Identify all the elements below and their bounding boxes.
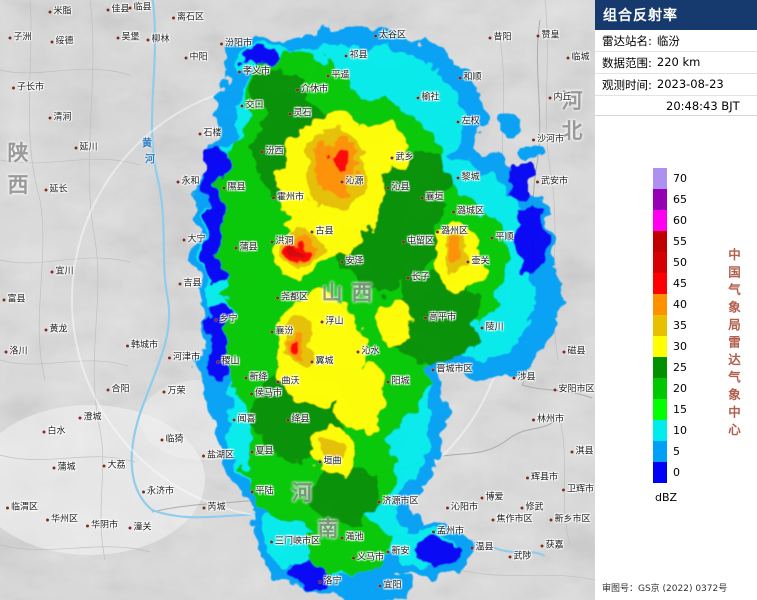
- info-row: 数据范围: 220 km: [595, 52, 757, 74]
- legend-value: 35: [673, 319, 687, 332]
- legend-value: 15: [673, 403, 687, 416]
- map-approval-number: 审图号：GS京 (2022) 0372号: [602, 584, 728, 594]
- agency-watermark: 中国气象局雷达气象中心: [726, 248, 741, 441]
- map-canvas: [0, 0, 595, 600]
- legend-entry: 70: [653, 168, 687, 189]
- legend-blocks: 70 65 60 55 50 45 40 35 30 25 20 15 10 5 0: [653, 168, 687, 483]
- legend-swatch: [653, 378, 667, 399]
- legend-entry: 35: [653, 315, 687, 336]
- info-row: 20:48:43 BJT: [666, 99, 740, 113]
- product-title: 组合反射率: [595, 0, 757, 30]
- legend-entry: 55: [653, 231, 687, 252]
- legend-swatch: [653, 252, 667, 273]
- legend-swatch: [653, 231, 667, 252]
- legend-entry: 30: [653, 336, 687, 357]
- legend-swatch: [653, 168, 667, 189]
- legend-swatch: [653, 462, 667, 483]
- legend-value: 45: [673, 277, 687, 290]
- legend-value: 0: [673, 466, 680, 479]
- legend-value: 25: [673, 361, 687, 374]
- legend-value: 55: [673, 235, 687, 248]
- info-row: 雷达站名: 临汾: [595, 30, 757, 52]
- legend-swatch: [653, 189, 667, 210]
- legend-unit: dBZ: [655, 491, 678, 504]
- legend-entry: 0: [653, 462, 687, 483]
- legend-entry: 40: [653, 294, 687, 315]
- legend-value: 50: [673, 256, 687, 269]
- radar-info: 雷达站名: 临汾 数据范围: 220 km 观测时间: 2023-08-23 20:48:4…: [595, 30, 757, 116]
- legend-swatch: [653, 357, 667, 378]
- legend-entry: 20: [653, 378, 687, 399]
- radar-map: 山西陕西河北河南黄河 米脂 佳县 吴堡 绥德 子洲 子长市 清涧 延川 延长 宜川 黄龙 洛川 富县 白水…: [0, 0, 595, 600]
- legend-swatch: [653, 399, 667, 420]
- legend-entry: 65: [653, 189, 687, 210]
- legend-swatch: [653, 336, 667, 357]
- legend-value: 30: [673, 340, 687, 353]
- legend-value: 20: [673, 382, 687, 395]
- legend-value: 40: [673, 298, 687, 311]
- legend-swatch: [653, 420, 667, 441]
- legend-entry: 10: [653, 420, 687, 441]
- legend-value: 65: [673, 193, 687, 206]
- legend-swatch: [653, 441, 667, 462]
- legend-value: 10: [673, 424, 687, 437]
- reflectivity-legend: 70 65 60 55 50 45 40 35 30 25 20 15 10 5 0 dBZ: [653, 168, 687, 504]
- legend-swatch: [653, 210, 667, 231]
- radar-echo: [195, 30, 560, 600]
- legend-swatch: [653, 273, 667, 294]
- legend-entry: 25: [653, 357, 687, 378]
- legend-swatch: [653, 294, 667, 315]
- legend-swatch: [653, 315, 667, 336]
- legend-entry: 15: [653, 399, 687, 420]
- legend-entry: 50: [653, 252, 687, 273]
- legend-entry: 60: [653, 210, 687, 231]
- info-row: 观测时间: 2023-08-23: [595, 74, 757, 96]
- legend-entry: 5: [653, 441, 687, 462]
- legend-value: 5: [673, 445, 680, 458]
- legend-entry: 45: [653, 273, 687, 294]
- legend-value: 70: [673, 172, 687, 185]
- info-panel: 组合反射率 雷达站名: 临汾 数据范围: 220 km 观测时间: 2023-08-23 2…: [595, 0, 757, 600]
- legend-value: 60: [673, 214, 687, 227]
